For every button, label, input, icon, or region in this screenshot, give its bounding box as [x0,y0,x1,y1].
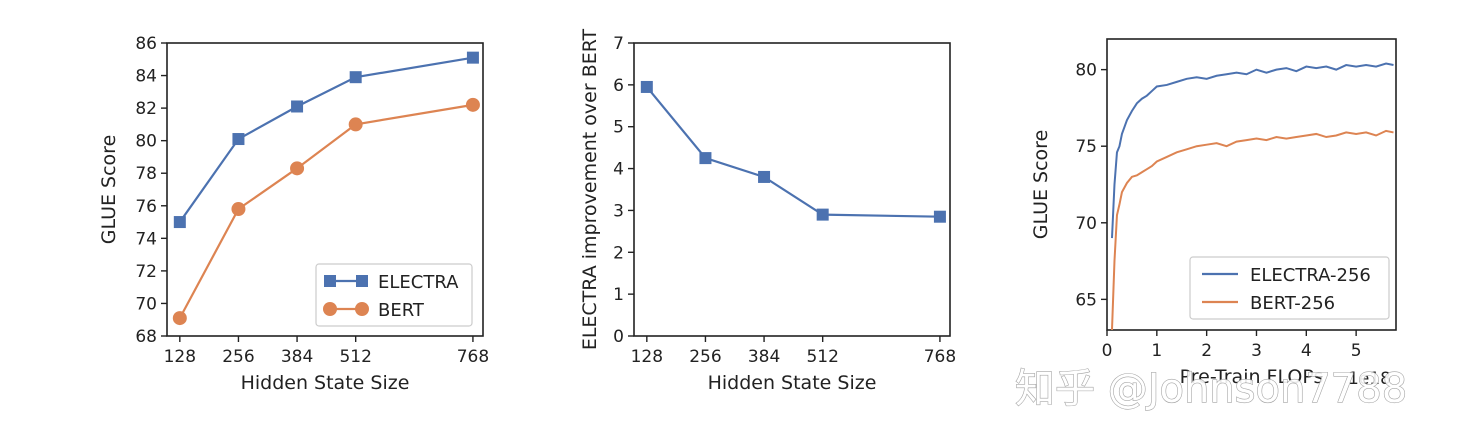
y-tick-label: 86 [135,34,157,54]
x-tick-label: 4 [1301,341,1312,361]
plot-frame [633,42,951,337]
chart-glue-vs-hidden-size: 128 256 384 512 768 68 70 72 74 76 78 80 82 84 86 Hidde… [98,34,489,394]
x-tick-label: 128 [164,347,196,367]
plot-frame [166,42,484,337]
data-point-electra [291,100,304,113]
x-tick-label: 0 [1102,341,1113,361]
y-tick-label: 0 [613,327,624,347]
chart-improvement-vs-hidden-size: 128 256 384 512 768 0 1 2 3 4 5 6 7 Hidden State Size… [579,28,956,394]
legend-marker-electra [324,275,336,287]
x-tick-label: 3 [1251,341,1262,361]
data-point-electra [173,216,186,229]
series-line-improvement [645,86,940,218]
data-point-improvement [933,210,946,223]
y-tick-label: 72 [135,262,157,282]
y-tick-label: 82 [135,99,157,119]
x-offset-label: 1e18 [1348,369,1391,389]
y-tick-label: 65 [1075,290,1097,310]
y-tick-label: 3 [613,201,624,221]
y-tick-label: 5 [613,118,624,138]
data-point-bert [290,161,305,176]
y-tick-label: 80 [1075,61,1097,81]
x-tick-label: 384 [748,347,780,367]
y-axis-label: GLUE Score [98,135,120,245]
x-tick-label: 256 [689,347,721,367]
series-line-electra [178,56,474,223]
y-tick-label: 75 [1075,137,1097,157]
y-tick-label: 80 [135,132,157,152]
data-point-improvement [699,152,712,165]
x-axis-label: Hidden State Size [241,372,410,394]
x-axis-label: Hidden State Size [708,372,877,394]
x-tick-label: 512 [806,347,838,367]
x-axis-label: Pre-Train FLOPs [1180,366,1324,388]
legend-box [315,263,473,327]
legend-label-bert-256: BERT-256 [1250,293,1335,314]
y-tick-label: 76 [135,197,157,217]
y-axis-label: ELECTRA improvement over BERT [579,28,601,350]
x-tick-label: 256 [222,347,254,367]
y-tick-label: 4 [613,160,624,180]
y-tick-label: 70 [135,294,157,314]
y-tick-label: 6 [613,76,624,96]
legend-marker-bert [323,302,337,316]
y-tick-label: 78 [135,164,157,184]
data-point-electra [466,51,479,64]
x-tick-label: 512 [339,347,371,367]
data-point-bert [172,311,187,326]
data-point-bert [348,117,363,132]
series-line-electra-256 [1110,62,1394,239]
data-point-electra [349,71,362,84]
legend-label-electra-256: ELECTRA-256 [1250,265,1371,286]
y-axis-label: GLUE Score [1030,130,1052,240]
x-tick-label: 768 [457,347,489,367]
data-point-electra [232,133,245,146]
x-tick-label: 128 [631,347,663,367]
series-line-bert-256 [1110,129,1394,330]
plot-frame [1106,38,1397,331]
y-tick-label: 74 [135,229,157,249]
y-tick-label: 7 [613,34,624,54]
x-tick-label: 768 [924,347,956,367]
y-tick-label: 2 [613,243,624,263]
data-point-improvement [640,80,653,93]
x-tick-label: 384 [281,347,313,367]
legend-label-electra: ELECTRA [378,272,459,293]
x-tick-label: 2 [1201,341,1212,361]
y-tick-label: 84 [135,67,157,87]
legend-box [1189,256,1390,320]
x-tick-label: 1 [1151,341,1162,361]
data-point-bert [465,97,480,112]
legend-marker-bert [355,302,369,316]
data-point-improvement [758,170,771,183]
y-tick-label: 68 [135,327,157,347]
legend-marker-electra [356,275,368,287]
data-point-improvement [816,208,829,221]
x-tick-label: 5 [1351,341,1362,361]
y-tick-label: 70 [1075,214,1097,234]
chart-glue-vs-flops: 0 1 2 3 4 5 65 70 75 80 Pre-Train FLOPs GLUE Score 1… [1030,38,1397,389]
legend-label-bert: BERT [378,300,425,321]
data-point-bert [231,202,246,217]
y-tick-label: 1 [613,285,624,305]
watermark-text: 知乎 @Johnson7788 [1015,366,1407,412]
